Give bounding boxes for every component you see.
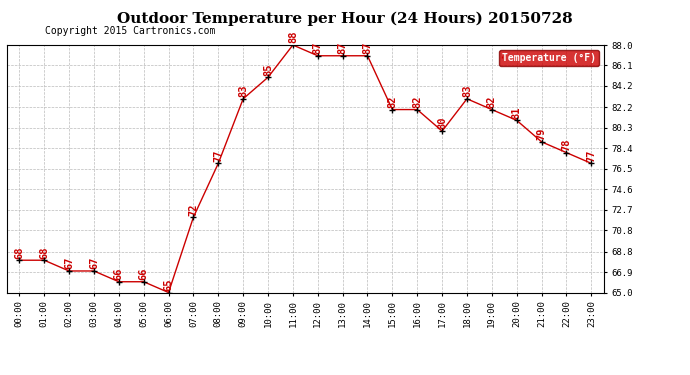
Text: 87: 87 [362, 42, 373, 54]
Text: 82: 82 [387, 96, 397, 108]
Text: 82: 82 [412, 96, 422, 108]
Text: 77: 77 [213, 149, 224, 162]
Text: 80: 80 [437, 117, 447, 129]
Text: 82: 82 [487, 96, 497, 108]
Text: 77: 77 [586, 149, 596, 162]
Text: 72: 72 [188, 203, 199, 216]
Text: Copyright 2015 Cartronics.com: Copyright 2015 Cartronics.com [45, 26, 215, 36]
Text: 79: 79 [537, 128, 546, 140]
Text: 66: 66 [114, 268, 124, 280]
Text: 85: 85 [263, 63, 273, 76]
Text: 67: 67 [89, 257, 99, 269]
Text: 83: 83 [462, 85, 472, 97]
Text: 66: 66 [139, 268, 148, 280]
Text: 68: 68 [14, 246, 24, 259]
Text: 88: 88 [288, 31, 298, 44]
Text: Outdoor Temperature per Hour (24 Hours) 20150728: Outdoor Temperature per Hour (24 Hours) … [117, 11, 573, 26]
Text: 67: 67 [64, 257, 74, 269]
Text: 83: 83 [238, 85, 248, 97]
Text: 87: 87 [337, 42, 348, 54]
Text: 78: 78 [562, 138, 571, 151]
Text: 81: 81 [512, 106, 522, 119]
Text: 87: 87 [313, 42, 323, 54]
Text: 65: 65 [164, 278, 174, 291]
Legend: Temperature (°F): Temperature (°F) [499, 50, 599, 66]
Text: 68: 68 [39, 246, 49, 259]
